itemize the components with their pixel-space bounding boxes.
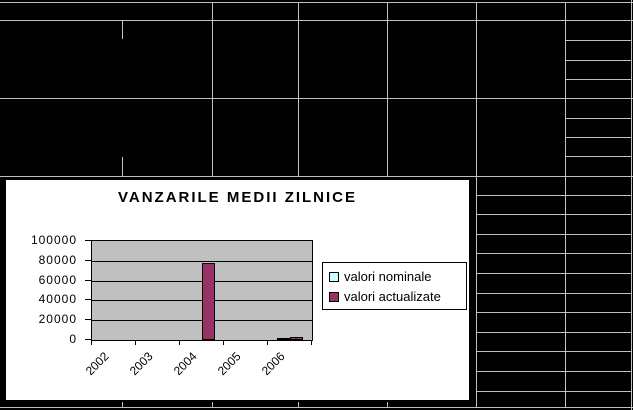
gridline-row xyxy=(476,332,631,333)
gridline-column xyxy=(298,2,299,176)
y-axis-tick xyxy=(85,339,91,340)
gridline-row xyxy=(476,273,631,274)
chart-title: VANZARILE MEDII ZILNICE xyxy=(117,189,358,206)
gridline-row xyxy=(476,351,631,352)
y-axis-label: 60000 xyxy=(38,273,77,287)
gridline-row xyxy=(476,391,631,392)
y-axis-label: 0 xyxy=(69,332,77,346)
x-axis-tick xyxy=(91,340,92,345)
gridline-row xyxy=(565,118,631,119)
y-axis-label: 40000 xyxy=(38,292,77,306)
gridline-row xyxy=(565,137,631,138)
gridline-column xyxy=(476,2,477,407)
gridline-row xyxy=(565,60,631,61)
legend-label: valori nominale xyxy=(344,269,432,284)
gridline-row xyxy=(0,176,633,177)
legend-swatch-icon xyxy=(329,271,339,282)
gridline-column xyxy=(212,402,213,407)
gridline-column xyxy=(122,157,123,176)
x-axis-tick xyxy=(223,340,224,345)
gridline-column xyxy=(631,0,632,410)
gridline-row xyxy=(476,195,631,196)
gridline-column xyxy=(565,2,566,407)
x-axis-tick xyxy=(135,340,136,345)
y-axis-tick xyxy=(85,240,91,241)
y-axis-tick xyxy=(85,280,91,281)
gridline-column xyxy=(212,2,213,176)
x-axis-tick xyxy=(179,340,180,345)
gridline-column xyxy=(122,20,123,39)
y-axis-label: 80000 xyxy=(38,253,77,267)
gridline-column xyxy=(387,402,388,407)
y-axis-tick xyxy=(85,299,91,300)
y-axis-label: 100000 xyxy=(30,233,77,247)
gridline-row xyxy=(476,234,631,235)
legend-entry-valori-actualizate[interactable]: valori actualizate xyxy=(329,289,441,304)
gridline-row xyxy=(565,156,631,157)
legend-entry-valori-nominale[interactable]: valori nominale xyxy=(329,269,432,284)
legend-label: valori actualizate xyxy=(344,289,441,304)
chart-object[interactable]: VANZARILE MEDII ZILNICE 0 20000 40000 60000… xyxy=(4,178,471,402)
gridline-row xyxy=(0,98,633,99)
gridline-row xyxy=(565,79,631,80)
gridline-row xyxy=(476,214,631,215)
gridline-row xyxy=(0,407,633,408)
x-axis-tick xyxy=(267,340,268,345)
gridline-column xyxy=(122,402,123,407)
y-axis-tick xyxy=(85,260,91,261)
x-axis-label: 2006 xyxy=(258,349,288,378)
bar-valori-actualizate-2004[interactable] xyxy=(202,263,215,340)
y-axis-tick xyxy=(85,319,91,320)
x-axis-label: 2004 xyxy=(170,349,200,378)
x-axis-label: 2003 xyxy=(126,349,156,378)
plot-gridline-80000 xyxy=(92,261,312,262)
chart-plot-area xyxy=(91,240,313,341)
x-axis-label: 2005 xyxy=(214,349,244,378)
gridline-row xyxy=(0,20,633,21)
gridline-column xyxy=(387,2,388,176)
gridline-row xyxy=(0,2,633,3)
gridline-row xyxy=(476,371,631,372)
gridline-row xyxy=(476,312,631,313)
legend-swatch-icon xyxy=(329,291,339,302)
gridline-row xyxy=(476,293,631,294)
bar-valori-actualizate-2006[interactable] xyxy=(290,337,303,340)
y-axis-label: 20000 xyxy=(38,312,77,326)
gridline-row xyxy=(476,253,631,254)
x-axis-label: 2002 xyxy=(82,349,112,378)
bar-valori-nominale-2006[interactable] xyxy=(277,338,290,340)
gridline-column xyxy=(298,402,299,407)
x-axis-tick xyxy=(311,340,312,345)
chart-legend[interactable]: valori nominale valori actualizate xyxy=(322,262,467,310)
gridline-row xyxy=(565,40,631,41)
